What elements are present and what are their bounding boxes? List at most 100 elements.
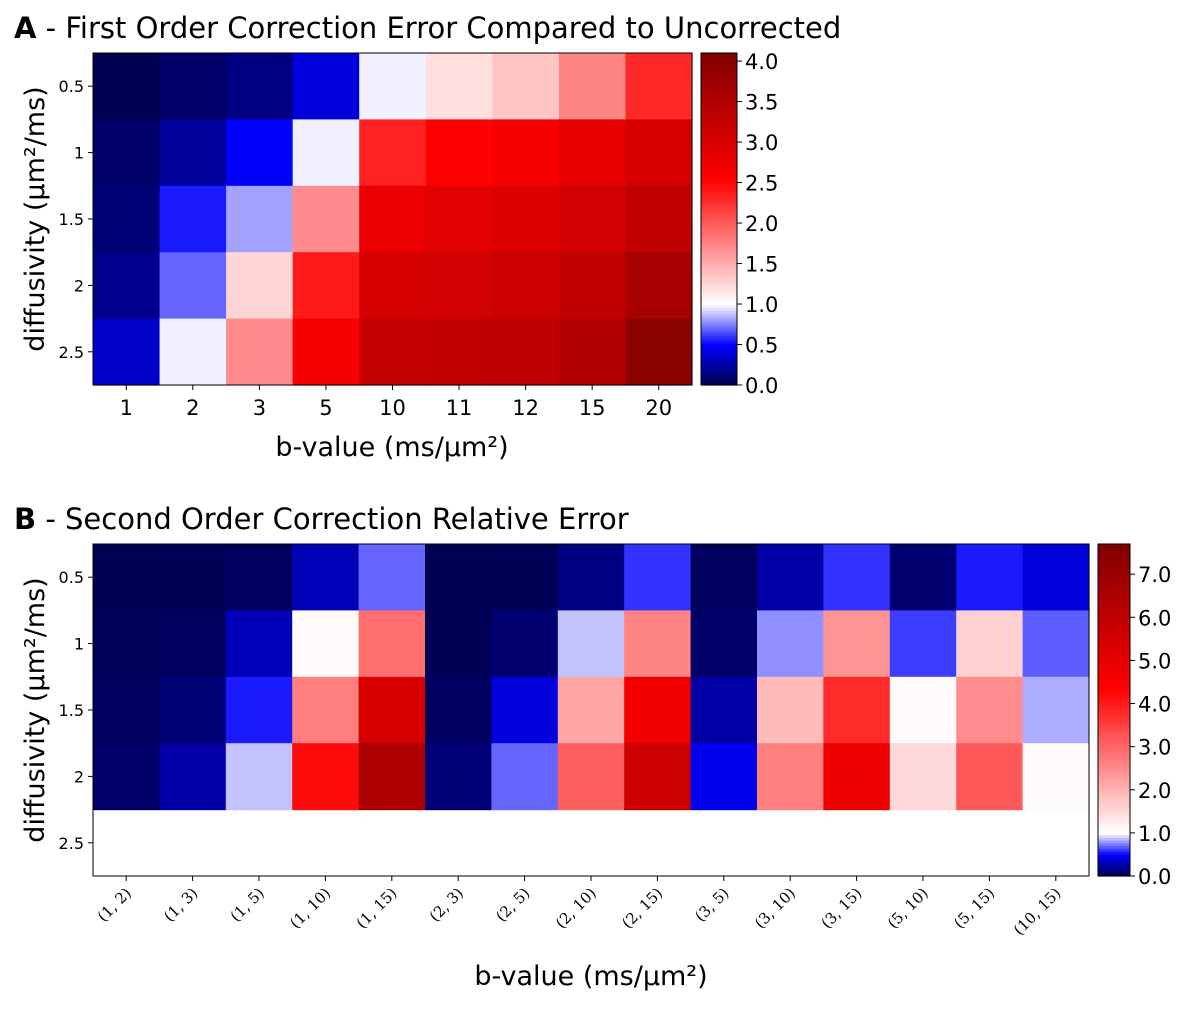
colorbar-segment — [701, 174, 737, 179]
colorbar-segment — [1098, 823, 1130, 827]
panel-b-x-ticks: (1, 2) (1, 3) (1, 5) (1, 10) (1, 15) (2, 3) (2… — [94, 876, 1065, 939]
colorbar-segment — [1098, 698, 1130, 703]
colorbar-segment — [701, 108, 737, 112]
colorbar-tick-label: 6.0 — [1138, 606, 1171, 630]
colorbar-segment — [701, 252, 737, 256]
colorbar-segment — [701, 332, 737, 336]
colorbar-segment — [1098, 627, 1130, 631]
colorbar-segment — [1098, 582, 1130, 587]
colorbar-segment — [1098, 779, 1130, 783]
colorbar-segment — [1098, 646, 1130, 650]
heatmap-cell — [225, 544, 293, 611]
colorbar-segment — [1098, 707, 1130, 711]
colorbar-segment — [701, 199, 737, 203]
colorbar-segment — [701, 207, 737, 212]
heatmap-cell — [823, 544, 891, 611]
heatmap-cell — [358, 743, 426, 811]
x-tick-label: 10 — [379, 396, 406, 420]
heatmap-cell — [358, 610, 426, 678]
colorbar-segment — [1098, 801, 1130, 805]
x-tick-label: (5, 15) — [950, 884, 998, 932]
colorbar-segment — [701, 141, 737, 145]
colorbar-segment — [701, 257, 737, 262]
heatmap-cell — [292, 119, 360, 187]
colorbar-segment — [701, 268, 737, 273]
panel-a-y-ticks: 0.5 1 1.5 2 2.5 — [59, 77, 93, 362]
heatmap-cell — [93, 676, 160, 744]
colorbar-segment — [701, 337, 737, 342]
colorbar-segment — [1098, 721, 1130, 725]
heatmap-cell — [823, 610, 891, 678]
colorbar-segment — [701, 227, 737, 231]
heatmap-cell — [425, 252, 493, 320]
colorbar-segment — [1098, 568, 1130, 573]
heatmap-cell — [558, 185, 627, 253]
heatmap-cell — [492, 119, 560, 187]
colorbar-segment — [1098, 828, 1130, 833]
heatmap-cell — [159, 318, 227, 386]
colorbar-segment — [1098, 851, 1130, 855]
colorbar-segment — [701, 124, 737, 129]
colorbar-segment — [1098, 579, 1130, 584]
heatmap-cell — [159, 610, 227, 678]
colorbar-segment — [1098, 649, 1130, 653]
x-tick-label: (1, 2) — [94, 884, 135, 925]
colorbar-segment — [1098, 745, 1130, 750]
colorbar-segment — [701, 224, 737, 228]
colorbar-segment — [1098, 585, 1130, 589]
colorbar-segment — [1098, 665, 1130, 670]
colorbar-segment — [701, 166, 737, 170]
colorbar-segment — [701, 158, 737, 162]
colorbar-segment — [701, 346, 737, 350]
heatmap-cell — [757, 544, 824, 611]
heatmap-cell — [625, 185, 693, 253]
colorbar-segment — [701, 105, 737, 109]
panel-a-title: A - First Order Correction Error Compare… — [14, 11, 841, 45]
x-tick-label: (2, 3) — [426, 884, 467, 925]
heatmap-cell — [956, 743, 1024, 811]
colorbar-segment — [1098, 682, 1130, 686]
colorbar-segment — [1098, 560, 1130, 564]
colorbar-segment — [1098, 591, 1130, 595]
heatmap-cell — [159, 185, 227, 253]
heatmap-cell — [225, 676, 293, 744]
heatmap-cell — [1022, 676, 1090, 744]
colorbar-segment — [701, 97, 737, 101]
colorbar-segment — [1098, 770, 1130, 775]
heatmap-cell — [889, 544, 957, 611]
heatmap-cell — [1022, 544, 1090, 611]
heatmap-cell — [425, 53, 493, 120]
colorbar-segment — [701, 304, 737, 309]
colorbar-segment — [1098, 864, 1130, 869]
colorbar-segment — [701, 183, 737, 187]
panel-a-xlabel: b-value (ms/μm²) — [275, 432, 508, 463]
colorbar-segment — [701, 230, 737, 234]
colorbar-segment — [701, 216, 737, 220]
heatmap-cell — [757, 610, 824, 678]
x-tick-label: 5 — [319, 396, 332, 420]
heatmap-cell — [557, 544, 625, 611]
heatmap-cell — [889, 743, 957, 811]
heatmap-cell — [359, 119, 427, 187]
heatmap-cell — [93, 318, 161, 386]
heatmap-cell — [292, 743, 360, 811]
colorbar-segment — [701, 77, 737, 82]
x-tick-label: (1, 10) — [286, 884, 334, 932]
heatmap-cell — [956, 544, 1024, 611]
panel-b-ylabel: diffusivity (μm²/ms) — [20, 577, 51, 842]
x-tick-label: (2, 10) — [552, 884, 600, 932]
colorbar-segment — [701, 202, 737, 206]
y-tick-label: 0.5 — [59, 77, 84, 96]
colorbar-segment — [701, 219, 737, 223]
colorbar-segment — [701, 205, 737, 209]
colorbar-segment — [1098, 743, 1130, 747]
colorbar-segment — [1098, 618, 1130, 623]
heatmap-cell — [225, 610, 293, 678]
colorbar-segment — [1098, 596, 1130, 600]
panel-b-title-text: - Second Order Correction Relative Error — [36, 502, 629, 536]
colorbar-tick-label: 3.0 — [745, 131, 778, 155]
colorbar-segment — [701, 163, 737, 168]
heatmap-cell — [425, 544, 492, 611]
heatmap-cell — [889, 676, 957, 744]
